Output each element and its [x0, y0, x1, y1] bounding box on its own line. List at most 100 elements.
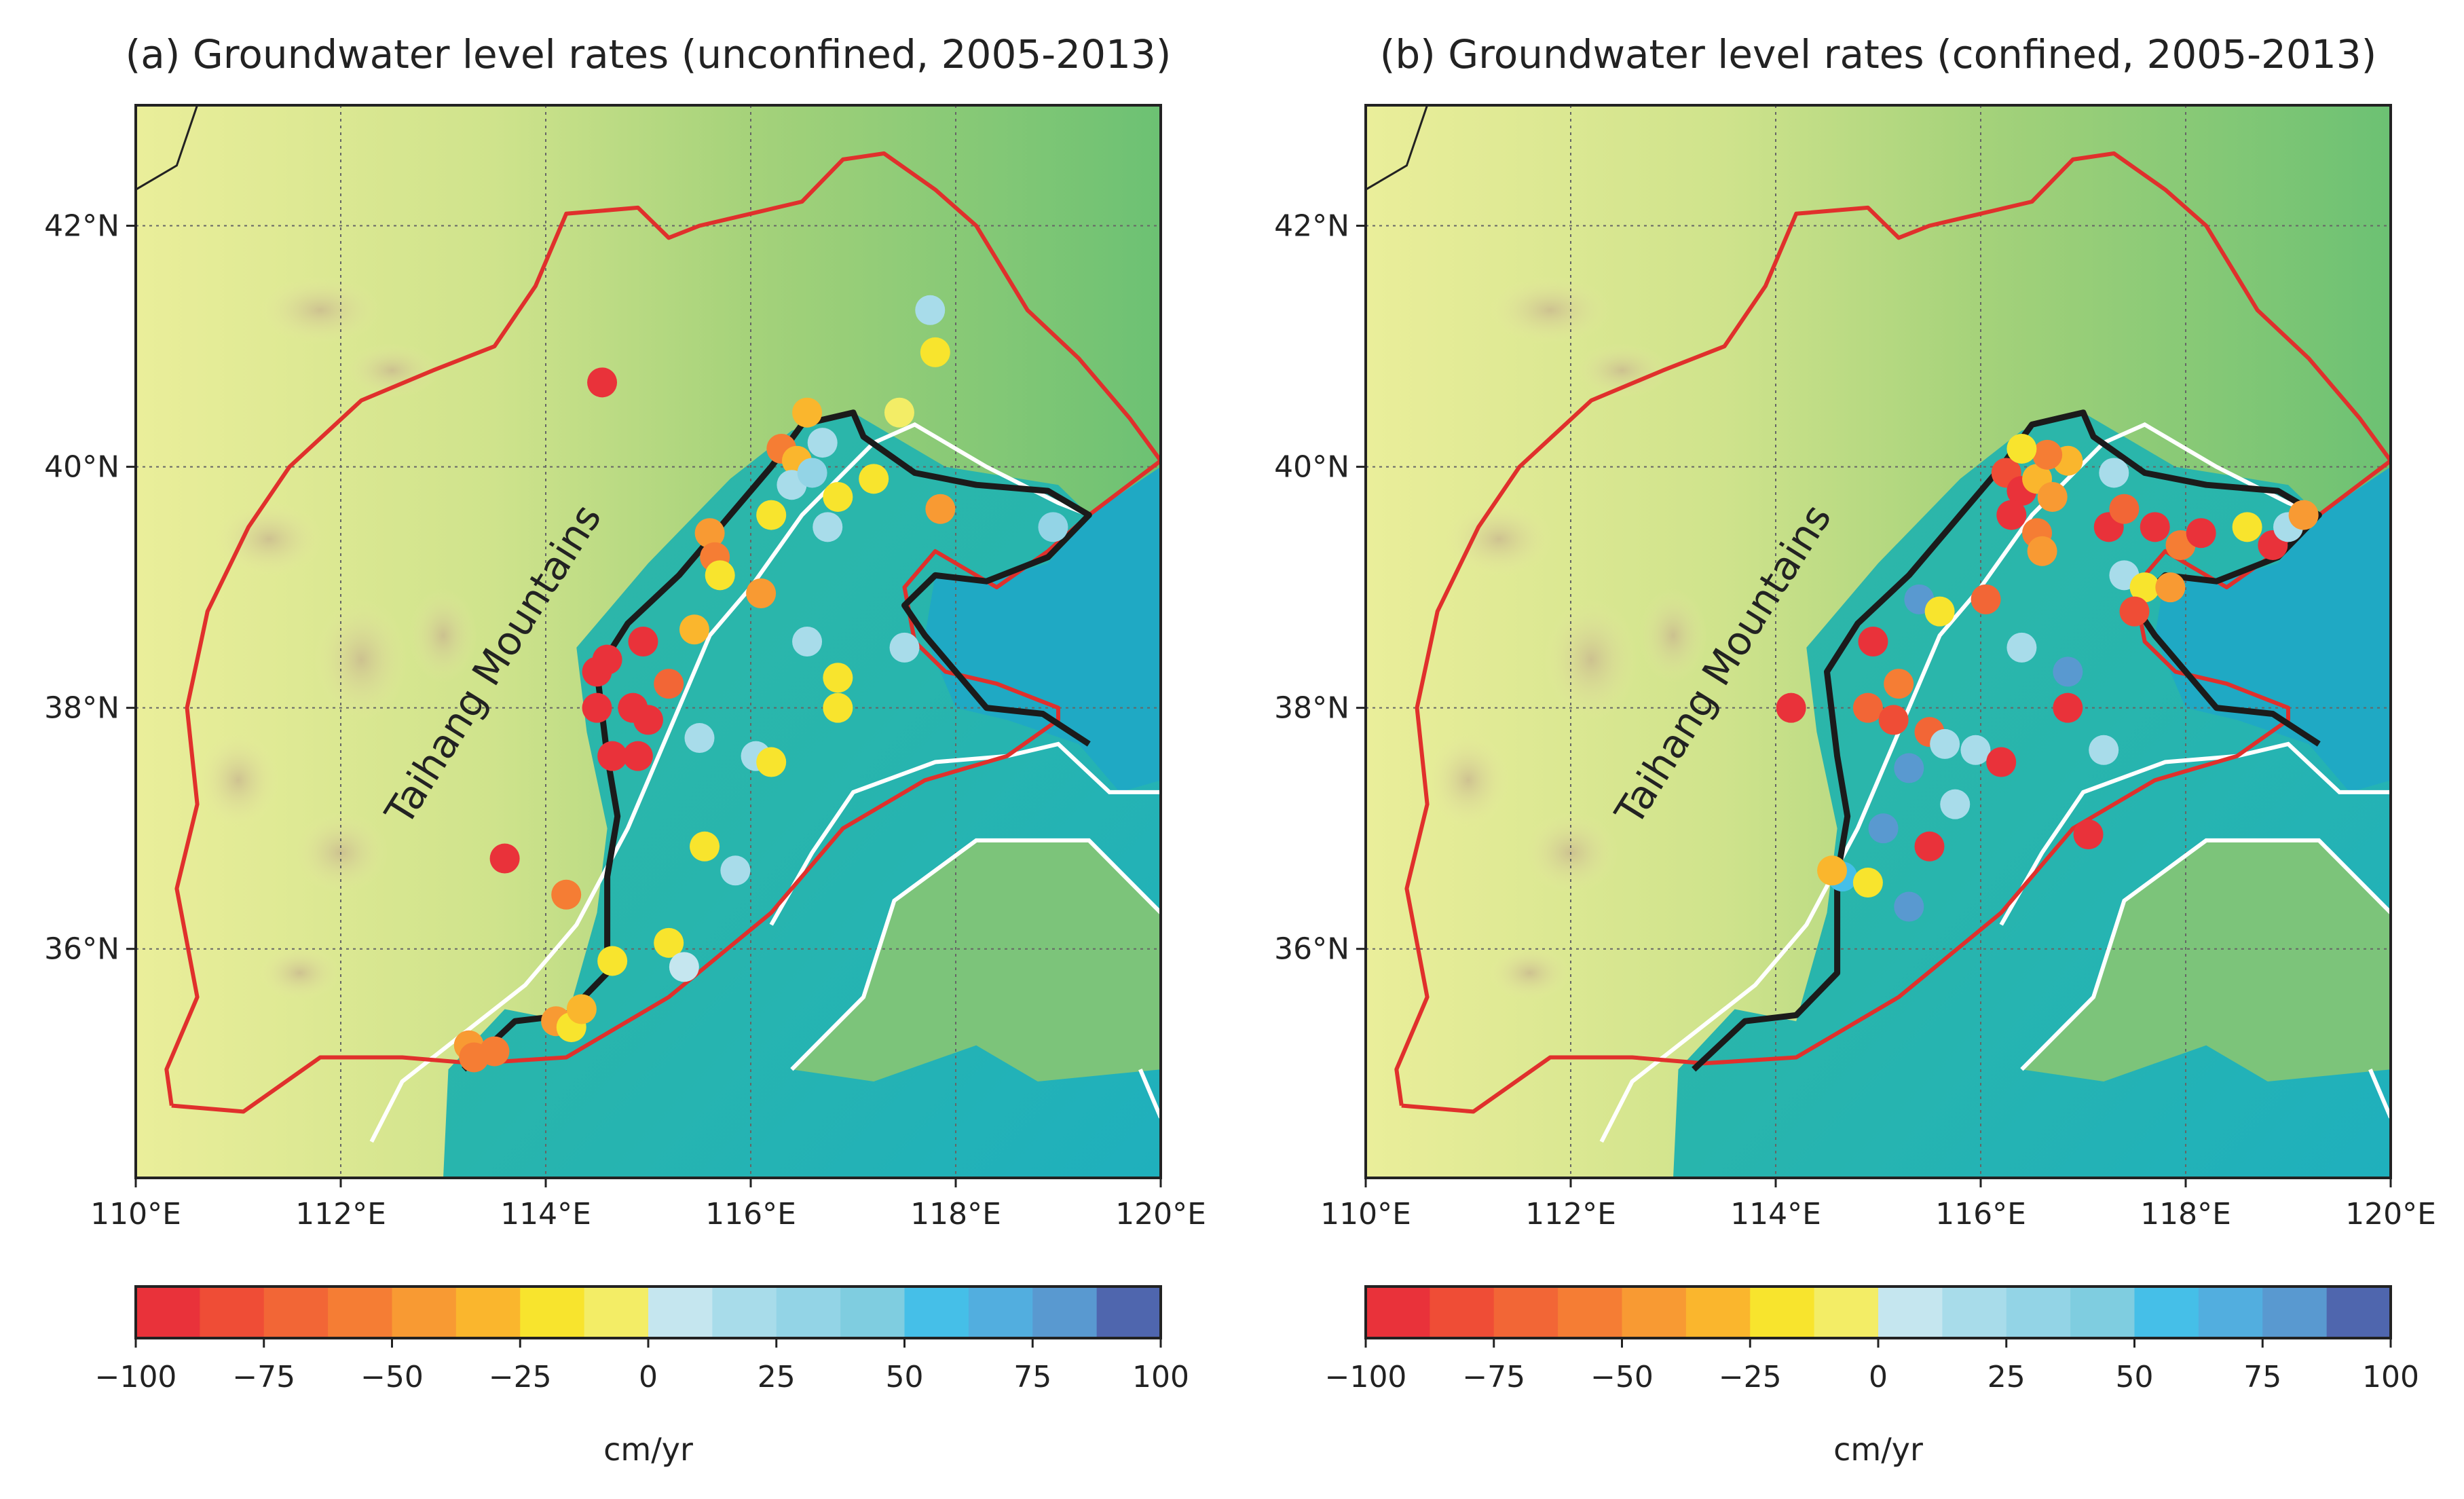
plain-boundary-line [790, 838, 1161, 1071]
well-marker [1858, 627, 1888, 656]
highland-relief [1544, 598, 1639, 721]
well-marker [654, 669, 684, 699]
panel-a-frame [134, 104, 1162, 1179]
colorbar-segment [1096, 1287, 1161, 1338]
well-marker [2109, 494, 2140, 524]
plain-boundary-line [1138, 1069, 1161, 1119]
well-marker [2140, 512, 2170, 542]
well-marker [551, 879, 582, 910]
colorbar-segment [2070, 1287, 2135, 1338]
well-marker [633, 705, 663, 735]
y-tick-label: 38°N [44, 691, 119, 726]
y-tick-label: 42°N [1274, 209, 1349, 244]
plain-boundary-line [1599, 422, 2320, 1143]
x-tick-label: 110°E [90, 1197, 181, 1232]
colorbar-segment [136, 1287, 200, 1338]
colorbar-tick-label: 100 [1132, 1360, 1189, 1394]
panel-a-wells [453, 295, 1068, 1073]
colorbar-tick-label: 25 [1987, 1360, 2026, 1394]
colorbar-tick-label: −100 [1325, 1360, 1407, 1394]
colorbar-tick-label: −100 [95, 1360, 177, 1394]
x-tick-label: 110°E [1320, 1197, 1411, 1232]
colorbar-segment [968, 1287, 1033, 1338]
well-marker [823, 481, 853, 512]
colorbar-segment [1558, 1287, 1623, 1338]
well-marker [2053, 656, 2083, 687]
colorbar-segment [1622, 1287, 1687, 1338]
well-marker [622, 741, 653, 771]
colorbar-tick-label: −50 [1590, 1360, 1654, 1394]
plain-boundary-line [769, 741, 1161, 926]
colorbar-segment [2134, 1287, 2199, 1338]
well-marker [920, 337, 950, 367]
well-marker [925, 494, 956, 524]
border-line [136, 105, 199, 191]
x-tick-label: 114°E [1730, 1197, 1821, 1232]
colorbar-segment [584, 1287, 649, 1338]
well-marker [587, 367, 618, 398]
well-marker [489, 843, 520, 874]
well-marker [592, 644, 622, 675]
highland-relief [259, 946, 341, 1001]
colorbar-segment [1493, 1287, 1558, 1338]
colorbar-segment [648, 1287, 713, 1338]
colorbar-segment [1032, 1287, 1098, 1338]
well-marker [1776, 692, 1806, 723]
well-marker [756, 747, 787, 777]
well-marker [669, 952, 699, 982]
well-marker [792, 397, 823, 428]
panel-a-title: (a) Groundwater level rates (unconfined,… [126, 31, 1172, 77]
well-marker [720, 855, 751, 886]
highland-relief [409, 588, 477, 684]
well-marker [597, 946, 628, 976]
colorbar-unit-label: cm/yr [603, 1431, 693, 1468]
y-tick-label: 40°N [44, 450, 119, 485]
highland-relief [1427, 733, 1509, 828]
highland-relief [1444, 502, 1554, 577]
well-marker [1884, 669, 1914, 699]
colorbar-segment [712, 1287, 777, 1338]
y-tick-label: 36°N [44, 932, 119, 967]
x-tick-label: 114°E [500, 1197, 591, 1232]
well-marker [2129, 572, 2160, 603]
panel-a-plot-area [136, 105, 1161, 1178]
basin-boundary [1394, 151, 2391, 1114]
colorbar-segment [1750, 1287, 1815, 1338]
border-line [1366, 105, 1429, 191]
panel-b-map: (b) Groundwater level rates (confined, 2… [1274, 31, 2436, 1232]
aquifer-boundary [462, 409, 1092, 1072]
basin-boundary [164, 151, 1161, 1114]
well-marker [2155, 572, 2186, 603]
plain-boundary-line [369, 422, 1090, 1143]
well-marker [2006, 433, 2037, 464]
colorbar-segment [392, 1287, 457, 1338]
colorbar-segment [840, 1287, 906, 1338]
colorbar-tick-label: 100 [2362, 1360, 2419, 1394]
well-marker [705, 560, 735, 591]
bohai-sea [925, 466, 1161, 792]
x-tick-label: 120°E [2345, 1197, 2436, 1232]
panel-a-map: (a) Groundwater level rates (unconfined,… [44, 31, 1206, 1232]
plain-boundary-line [2368, 1069, 2391, 1119]
x-tick-label: 116°E [1935, 1197, 2026, 1232]
well-marker [628, 627, 658, 656]
colorbar-segment [200, 1287, 265, 1338]
highland-relief [214, 502, 324, 577]
well-marker [1878, 705, 1909, 735]
well-marker [2232, 512, 2262, 542]
well-marker [2037, 481, 2068, 512]
well-marker [1817, 855, 1848, 886]
shandong-hills [791, 840, 1161, 1081]
well-marker [2288, 500, 2319, 530]
colorbar-tick-label: 75 [2243, 1360, 2281, 1394]
colorbar-tick-label: 50 [2116, 1360, 2154, 1394]
colorbar-unit-label: cm/yr [1833, 1431, 1923, 1468]
panel-b-title: (b) Groundwater level rates (confined, 2… [1380, 31, 2377, 77]
well-marker [1894, 753, 1924, 783]
x-tick-label: 112°E [1525, 1197, 1616, 1232]
well-marker [807, 428, 838, 458]
well-marker [1924, 596, 1955, 627]
colorbar-tick-label: 0 [639, 1360, 658, 1394]
well-marker [1868, 813, 1899, 844]
well-marker [2099, 458, 2129, 488]
